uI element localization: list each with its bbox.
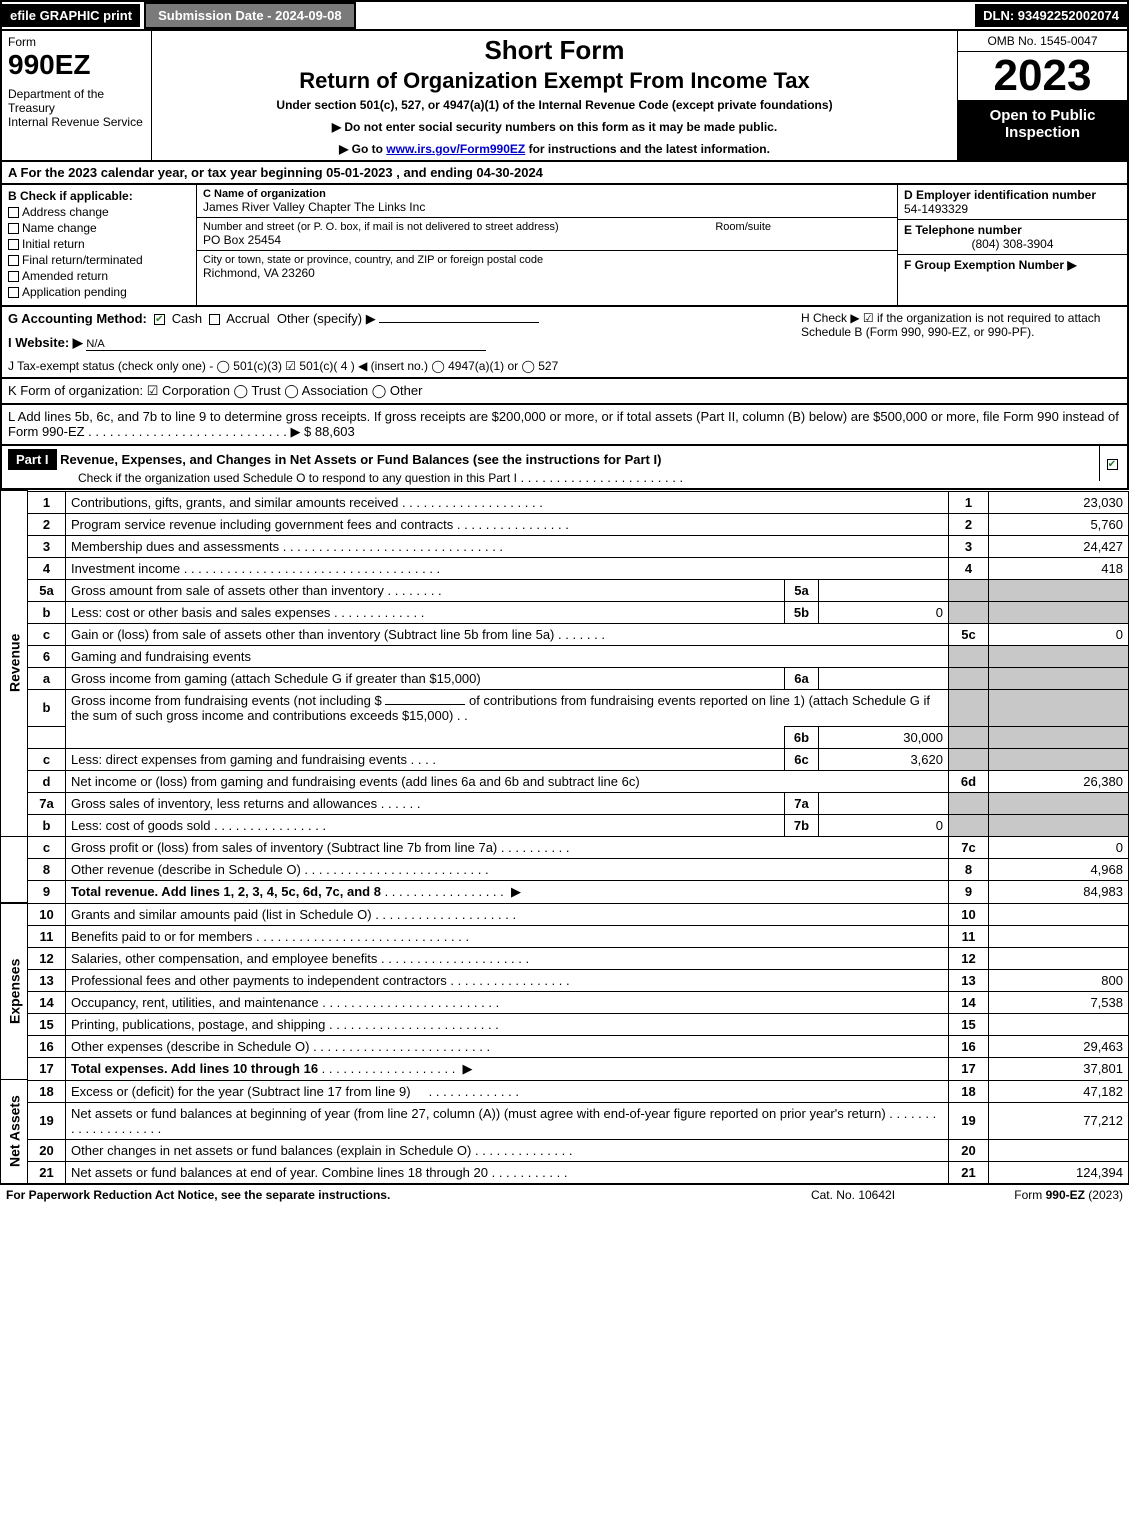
section-e-label: E Telephone number — [904, 223, 1022, 237]
ein-value: 54-1493329 — [904, 202, 968, 216]
section-bcdef: B Check if applicable: Address change Na… — [0, 185, 1129, 307]
line-6d-value: 26,380 — [989, 770, 1129, 792]
header-left: Form 990EZ Department of the Treasury In… — [2, 31, 152, 160]
section-b: B Check if applicable: Address change Na… — [2, 185, 197, 305]
row-j: J Tax-exempt status (check only one) - ◯… — [2, 355, 1127, 377]
irs-link[interactable]: www.irs.gov/Form990EZ — [386, 142, 525, 156]
block-ghij: H Check ▶ ☑ if the organization is not r… — [0, 307, 1129, 379]
footer-paperwork-notice: For Paperwork Reduction Act Notice, see … — [6, 1188, 763, 1202]
line-2-value: 5,760 — [989, 513, 1129, 535]
form-number: 990EZ — [8, 49, 145, 81]
checkbox-name-change[interactable] — [8, 223, 19, 234]
org-street: PO Box 25454 — [203, 233, 891, 247]
checkbox-address-change[interactable] — [8, 207, 19, 218]
department-label: Department of the Treasury Internal Reve… — [8, 87, 145, 129]
line-8-value: 4,968 — [989, 858, 1129, 880]
line-12-value — [989, 947, 1129, 969]
section-f-label: F Group Exemption Number ▶ — [904, 258, 1077, 272]
checkbox-application-pending[interactable] — [8, 287, 19, 298]
form-subtitle: Under section 501(c), 527, or 4947(a)(1)… — [162, 98, 947, 112]
line-15-value — [989, 1013, 1129, 1035]
part-1-subtitle: Check if the organization used Schedule … — [78, 471, 517, 485]
line-16-value: 29,463 — [989, 1035, 1129, 1057]
row-l: L Add lines 5b, 6c, and 7b to line 9 to … — [0, 405, 1129, 446]
line-6a-value — [819, 667, 949, 689]
org-city: Richmond, VA 23260 — [203, 266, 891, 280]
checkbox-initial-return[interactable] — [8, 239, 19, 250]
part-1-title: Revenue, Expenses, and Changes in Net As… — [60, 452, 661, 467]
line-3-value: 24,427 — [989, 535, 1129, 557]
form-header: Form 990EZ Department of the Treasury In… — [0, 31, 1129, 162]
footer-cat-no: Cat. No. 10642I — [763, 1188, 943, 1202]
gross-receipts-value: 88,603 — [315, 424, 355, 439]
line-21-value: 124,394 — [989, 1161, 1129, 1183]
row-k: K Form of organization: ☑ Corporation ◯ … — [0, 379, 1129, 405]
line-7b-value: 0 — [819, 814, 949, 836]
line-11-value — [989, 925, 1129, 947]
part-1-label: Part I — [8, 449, 57, 470]
row-h: H Check ▶ ☑ if the organization is not r… — [801, 311, 1121, 339]
website-value: N/A — [86, 338, 104, 350]
side-label-revenue: Revenue — [1, 491, 28, 836]
line-14-value: 7,538 — [989, 991, 1129, 1013]
tax-year: 2023 — [958, 52, 1127, 101]
checkbox-amended-return[interactable] — [8, 271, 19, 282]
part-1-header-row: Part I Revenue, Expenses, and Changes in… — [0, 446, 1129, 490]
phone-value: (804) 308-3904 — [904, 237, 1121, 251]
line-6c-value: 3,620 — [819, 748, 949, 770]
line-5c-value: 0 — [989, 623, 1129, 645]
instruction-2: ▶ Go to www.irs.gov/Form990EZ for instru… — [162, 142, 947, 156]
line-19-value: 77,212 — [989, 1102, 1129, 1139]
row-a-tax-year: A For the 2023 calendar year, or tax yea… — [0, 162, 1129, 185]
line-9-value: 84,983 — [989, 880, 1129, 903]
section-def: D Employer identification number 54-1493… — [897, 185, 1127, 305]
line-7c-value: 0 — [989, 836, 1129, 858]
header-center: Short Form Return of Organization Exempt… — [152, 31, 957, 160]
line-17-value: 37,801 — [989, 1057, 1129, 1080]
side-label-expenses: Expenses — [1, 903, 28, 1080]
instruction-1: ▶ Do not enter social security numbers o… — [162, 120, 947, 134]
line-13-value: 800 — [989, 969, 1129, 991]
omb-number: OMB No. 1545-0047 — [958, 31, 1127, 52]
line-7a-value — [819, 792, 949, 814]
part-1-table: Revenue 1 Contributions, gifts, grants, … — [0, 490, 1129, 1184]
efile-print-label[interactable]: efile GRAPHIC print — [2, 4, 140, 27]
line-10-value — [989, 903, 1129, 925]
submission-date: Submission Date - 2024-09-08 — [144, 2, 356, 29]
checkbox-cash[interactable] — [154, 314, 165, 325]
form-title-2: Return of Organization Exempt From Incom… — [162, 68, 947, 94]
dln-label: DLN: 93492252002074 — [975, 4, 1127, 27]
side-label-netassets: Net Assets — [1, 1080, 28, 1183]
line-20-value — [989, 1139, 1129, 1161]
line-6b-value: 30,000 — [819, 726, 949, 748]
form-word: Form — [8, 35, 145, 49]
line-5b-value: 0 — [819, 601, 949, 623]
line-5a-value — [819, 579, 949, 601]
section-b-label: B Check if applicable: — [8, 189, 190, 203]
line-4-value: 418 — [989, 557, 1129, 579]
checkbox-final-return[interactable] — [8, 255, 19, 266]
footer-form-ref: Form 990-EZ (2023) — [943, 1188, 1123, 1202]
org-name: James River Valley Chapter The Links Inc — [203, 200, 891, 214]
header-right: OMB No. 1545-0047 2023 Open to Public In… — [957, 31, 1127, 160]
inspection-label: Open to Public Inspection — [958, 101, 1127, 160]
checkbox-schedule-o[interactable] — [1107, 459, 1118, 470]
section-d-label: D Employer identification number — [904, 188, 1096, 202]
section-c: C Name of organization James River Valle… — [197, 185, 897, 305]
checkbox-accrual[interactable] — [209, 314, 220, 325]
form-title-1: Short Form — [162, 35, 947, 66]
line-18-value: 47,182 — [989, 1080, 1129, 1102]
page-footer: For Paperwork Reduction Act Notice, see … — [0, 1184, 1129, 1205]
top-bar: efile GRAPHIC print Submission Date - 20… — [0, 0, 1129, 31]
line-1-value: 23,030 — [989, 491, 1129, 513]
